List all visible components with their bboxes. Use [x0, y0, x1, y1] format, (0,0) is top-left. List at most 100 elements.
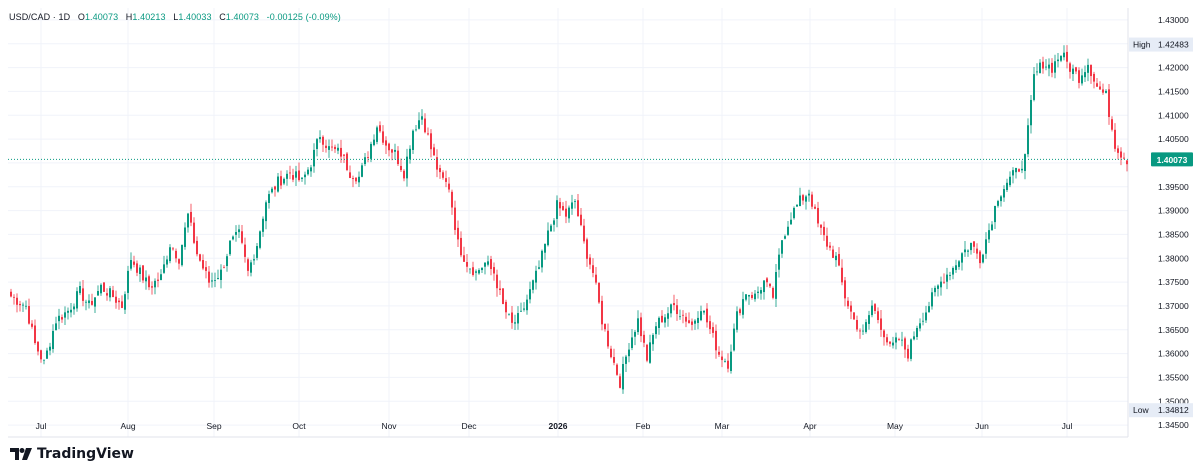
- candle-body: [748, 295, 750, 297]
- candle-body: [925, 312, 927, 321]
- candle-body: [334, 146, 336, 150]
- candle-body: [1003, 189, 1005, 198]
- candle-body: [472, 267, 474, 275]
- candle-body: [544, 243, 546, 253]
- candle-body: [1039, 62, 1041, 73]
- candle-body: [121, 301, 123, 308]
- candle-body: [547, 230, 549, 246]
- high-label: H: [125, 12, 133, 22]
- candle-body: [1051, 62, 1053, 73]
- candle-body: [58, 315, 60, 322]
- candle-body: [310, 167, 312, 172]
- candle-body: [949, 275, 951, 276]
- candle-body: [427, 133, 429, 135]
- candle-body: [595, 274, 597, 283]
- candle-body: [124, 294, 126, 310]
- candle-body: [451, 191, 453, 208]
- candle-body: [331, 146, 333, 148]
- candle-body: [910, 339, 912, 359]
- candle-body: [778, 254, 780, 270]
- candle-body: [736, 311, 738, 330]
- candle-body: [790, 219, 792, 225]
- price-tick-label: 1.34500: [1158, 420, 1189, 430]
- candle-body: [415, 129, 417, 131]
- candle-body: [883, 330, 885, 338]
- candle-body: [1126, 160, 1128, 165]
- low-label: L: [173, 12, 179, 22]
- candle-body: [889, 341, 891, 344]
- candle-body: [856, 320, 858, 330]
- candle-body: [874, 304, 876, 311]
- open-label: O: [77, 12, 85, 22]
- low-marker-bg: [1129, 403, 1193, 418]
- candle-body: [196, 240, 198, 255]
- time-tick-label: Feb: [636, 421, 651, 431]
- candle-body: [517, 313, 519, 324]
- candle-body: [865, 322, 867, 332]
- time-axis[interactable]: Jul Aug Sep Oct Nov Dec 2026 Feb Mar Apr May Jun Jul: [36, 421, 1073, 431]
- candle-body: [571, 202, 573, 209]
- time-tick-label: Apr: [803, 421, 816, 431]
- candle-body: [598, 282, 600, 303]
- candle-body: [412, 130, 414, 150]
- candle-body: [241, 231, 243, 243]
- candle-body: [937, 285, 939, 289]
- candle-body: [586, 239, 588, 259]
- candle-body: [1114, 129, 1116, 149]
- candle-body: [295, 171, 297, 178]
- candle-body: [433, 147, 435, 156]
- price-tick-label: 1.37000: [1158, 301, 1189, 311]
- candle-body: [259, 231, 261, 248]
- candle-body: [658, 317, 660, 328]
- candle-body: [538, 267, 540, 269]
- candle-body: [511, 312, 513, 323]
- candle-body: [64, 312, 66, 318]
- candle-body: [781, 240, 783, 254]
- candle-body: [928, 306, 930, 312]
- price-axis[interactable]: 1.430001.425001.420001.415001.410001.405…: [1151, 15, 1193, 430]
- candle-body: [871, 305, 873, 316]
- candle-body: [1045, 66, 1047, 68]
- candle-body: [268, 194, 270, 204]
- candle-body: [424, 118, 426, 133]
- candle-body: [202, 260, 204, 269]
- candle-body: [94, 297, 96, 307]
- candle-body: [916, 327, 918, 337]
- candle-body: [25, 305, 27, 307]
- candle-body: [346, 153, 348, 171]
- candle-body: [508, 313, 510, 315]
- candle-body: [853, 312, 855, 320]
- candle-body: [469, 268, 471, 270]
- candle-body: [73, 306, 75, 310]
- candle-body: [697, 317, 699, 323]
- candle-body: [742, 299, 744, 315]
- price-tick-label: 1.35500: [1158, 372, 1189, 382]
- candle-body: [364, 157, 366, 165]
- candle-body: [13, 296, 15, 298]
- change-value: -0.00125 (-0.09%): [266, 12, 341, 22]
- symbol-interval[interactable]: USD/CAD · 1D: [9, 12, 71, 22]
- candle-body: [580, 214, 582, 226]
- candle-body: [271, 188, 273, 193]
- high-marker-bg: [1129, 37, 1193, 52]
- candle-body: [169, 247, 171, 262]
- candle-body: [370, 143, 372, 159]
- candle-body: [463, 255, 465, 262]
- tradingview-logo[interactable]: TradingView: [10, 446, 134, 462]
- candle-body: [388, 143, 390, 151]
- candle-body: [1111, 119, 1113, 130]
- candle-body: [103, 282, 105, 292]
- candle-body: [316, 139, 318, 149]
- candle-body: [1033, 74, 1035, 100]
- candle-body: [151, 286, 153, 288]
- brand-name: TradingView: [37, 446, 134, 462]
- candle-body: [832, 249, 834, 258]
- candle-body: [397, 150, 399, 165]
- candle-body: [274, 186, 276, 190]
- candle-body: [559, 202, 561, 209]
- candle-body: [913, 336, 915, 340]
- candle-body: [568, 207, 570, 219]
- axis-frame: [8, 8, 1129, 438]
- candle-body: [556, 200, 558, 219]
